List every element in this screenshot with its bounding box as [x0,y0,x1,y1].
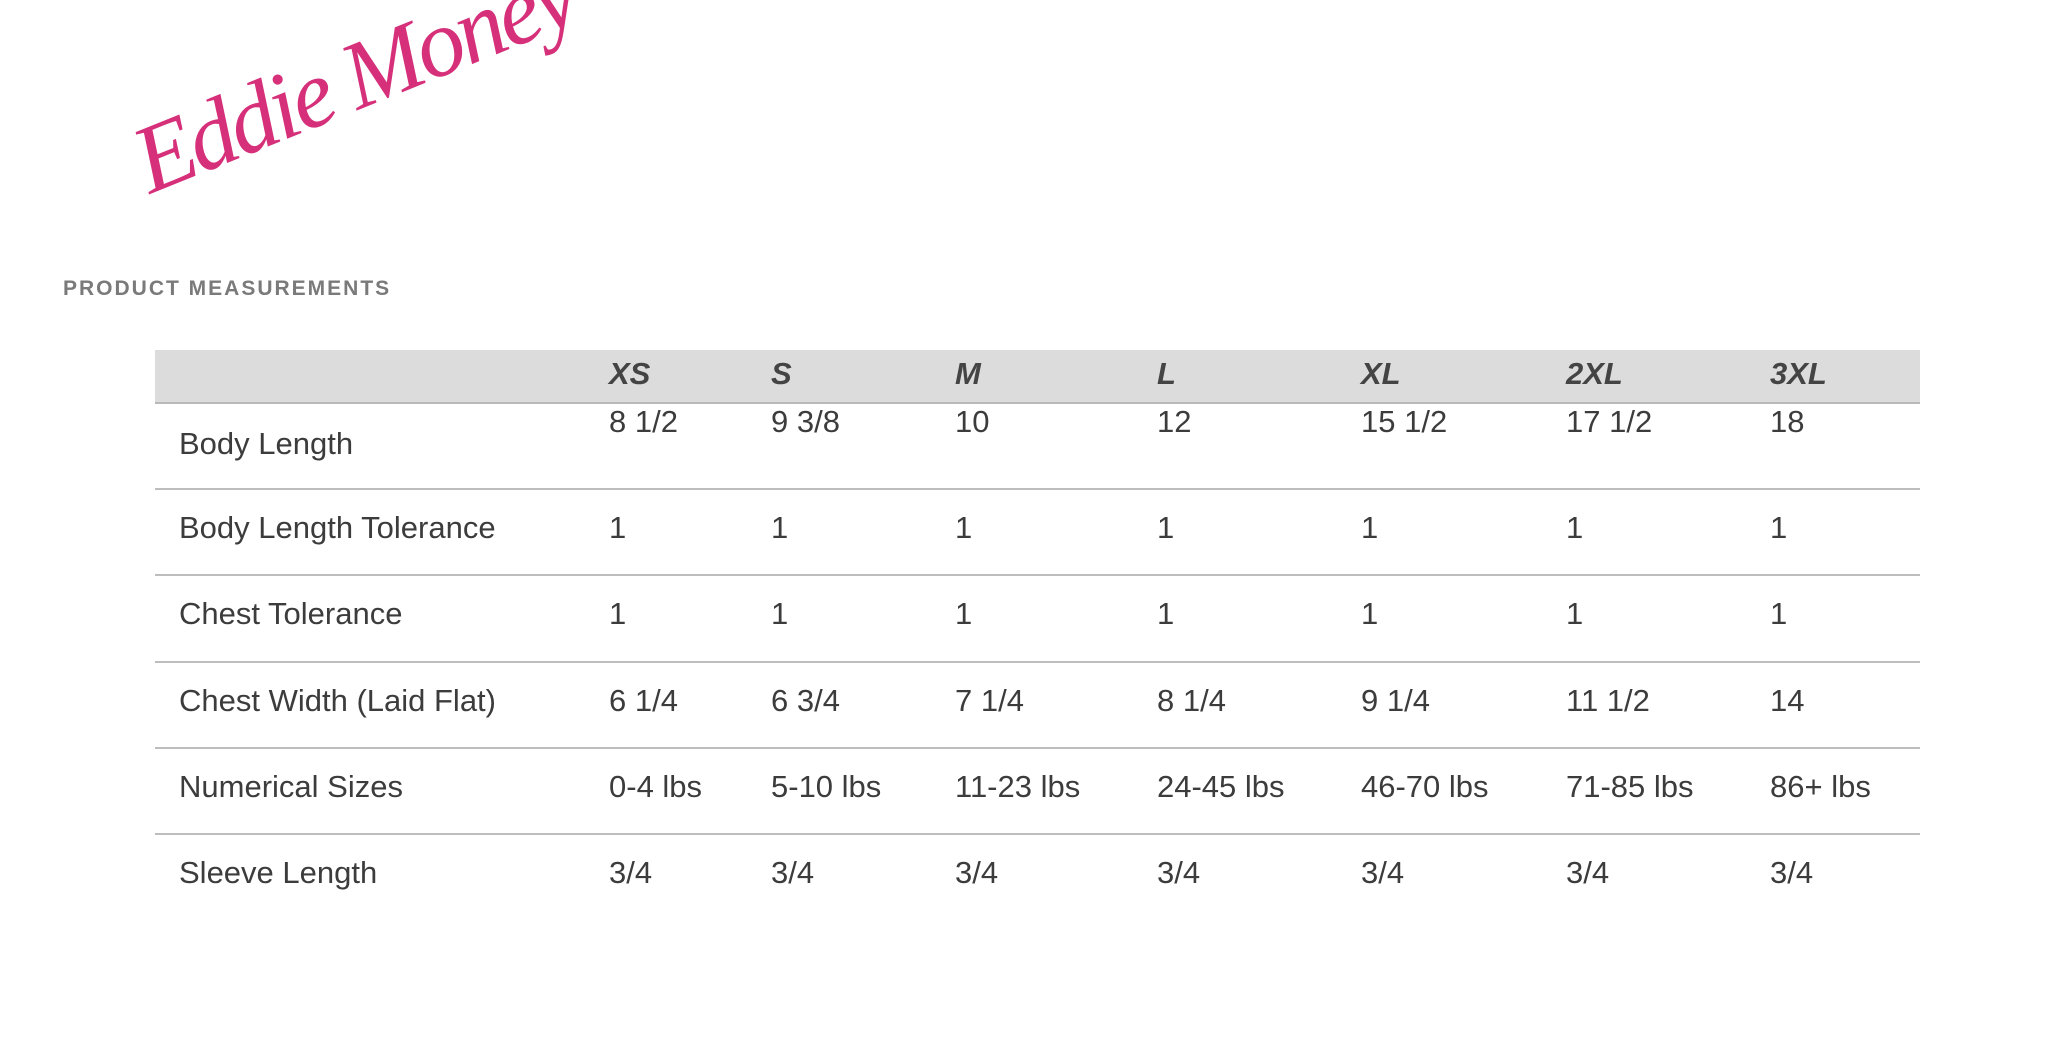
cell-value: 6 3/4 [771,682,840,718]
row-divider [155,574,1920,577]
cell-value: 1 [771,596,789,632]
cell-value: 18 [1770,404,1805,439]
table-header [155,350,1920,404]
cell-value: 1 [1770,596,1788,632]
cell-value: 3/4 [1157,855,1201,890]
column-header: 3XL [1770,356,1827,391]
row-divider [155,833,1920,835]
cell-value: 1 [609,596,627,632]
row-label: Body Length [179,426,354,461]
cell-value: 15 1/2 [1361,404,1448,439]
cell-value: 46-70 lbs [1361,768,1489,804]
cell-value: 1 [1770,510,1788,546]
cell-value: 12 [1157,404,1192,439]
cell-value: 5-10 lbs [771,768,882,804]
cell-value: 1 [1566,596,1584,632]
cell-value: 1 [1566,510,1584,546]
cell-value: 0-4 lbs [609,768,703,804]
row-label: Sleeve Length [179,855,378,890]
cell-value: 8 1/2 [609,404,678,439]
cell-value: 14 [1770,682,1805,718]
cell-value: 1 [955,596,973,632]
column-header: XS [609,356,651,391]
cell-value: 7 1/4 [955,682,1024,718]
row-label: Chest Width (Laid Flat) [179,682,496,718]
cell-value: 3/4 [609,855,653,890]
row-divider [155,488,1920,491]
cell-value: 1 [1157,510,1175,546]
cell-value: 10 [955,404,990,439]
cell-value: 3/4 [1566,855,1610,890]
cell-value: 1 [1361,596,1379,632]
subtitle: PRODUCT MEASUREMENTS [63,277,392,300]
cell-value: 3/4 [1361,855,1405,890]
row-label: Chest Tolerance [179,596,403,632]
cell-value: 9 3/8 [771,404,840,439]
column-header: M [955,356,981,391]
cell-value: 3/4 [771,855,815,890]
cell-value: 1 [1157,596,1175,632]
row-divider [155,660,1920,663]
cell-value: 3/4 [955,855,999,890]
column-header: S [771,356,792,391]
row-divider [155,746,1920,749]
logo: Eddie Money [117,0,590,214]
cell-value: 86+ lbs [1770,768,1871,804]
cell-value: 11 1/2 [1566,682,1650,718]
cell-value: 1 [609,510,627,546]
cell-value: 11-23 lbs [955,768,1081,804]
cell-value: 24-45 lbs [1157,768,1285,804]
column-header: L [1157,356,1176,391]
cell-value: 1 [955,510,973,546]
cell-value: 17 1/2 [1566,404,1653,439]
column-header: 2XL [1566,356,1623,391]
cell-value: 1 [771,510,789,546]
cell-value: 1 [1361,510,1379,546]
column-header: XL [1361,356,1401,391]
cell-value: 3/4 [1770,855,1814,890]
row-label: Numerical Sizes [179,768,403,804]
cell-value: 71-85 lbs [1566,768,1694,804]
cell-value: 6 1/4 [609,682,678,718]
row-label: Body Length Tolerance [179,510,496,546]
cell-value: 9 1/4 [1361,682,1430,718]
cell-value: 8 1/4 [1157,682,1226,718]
